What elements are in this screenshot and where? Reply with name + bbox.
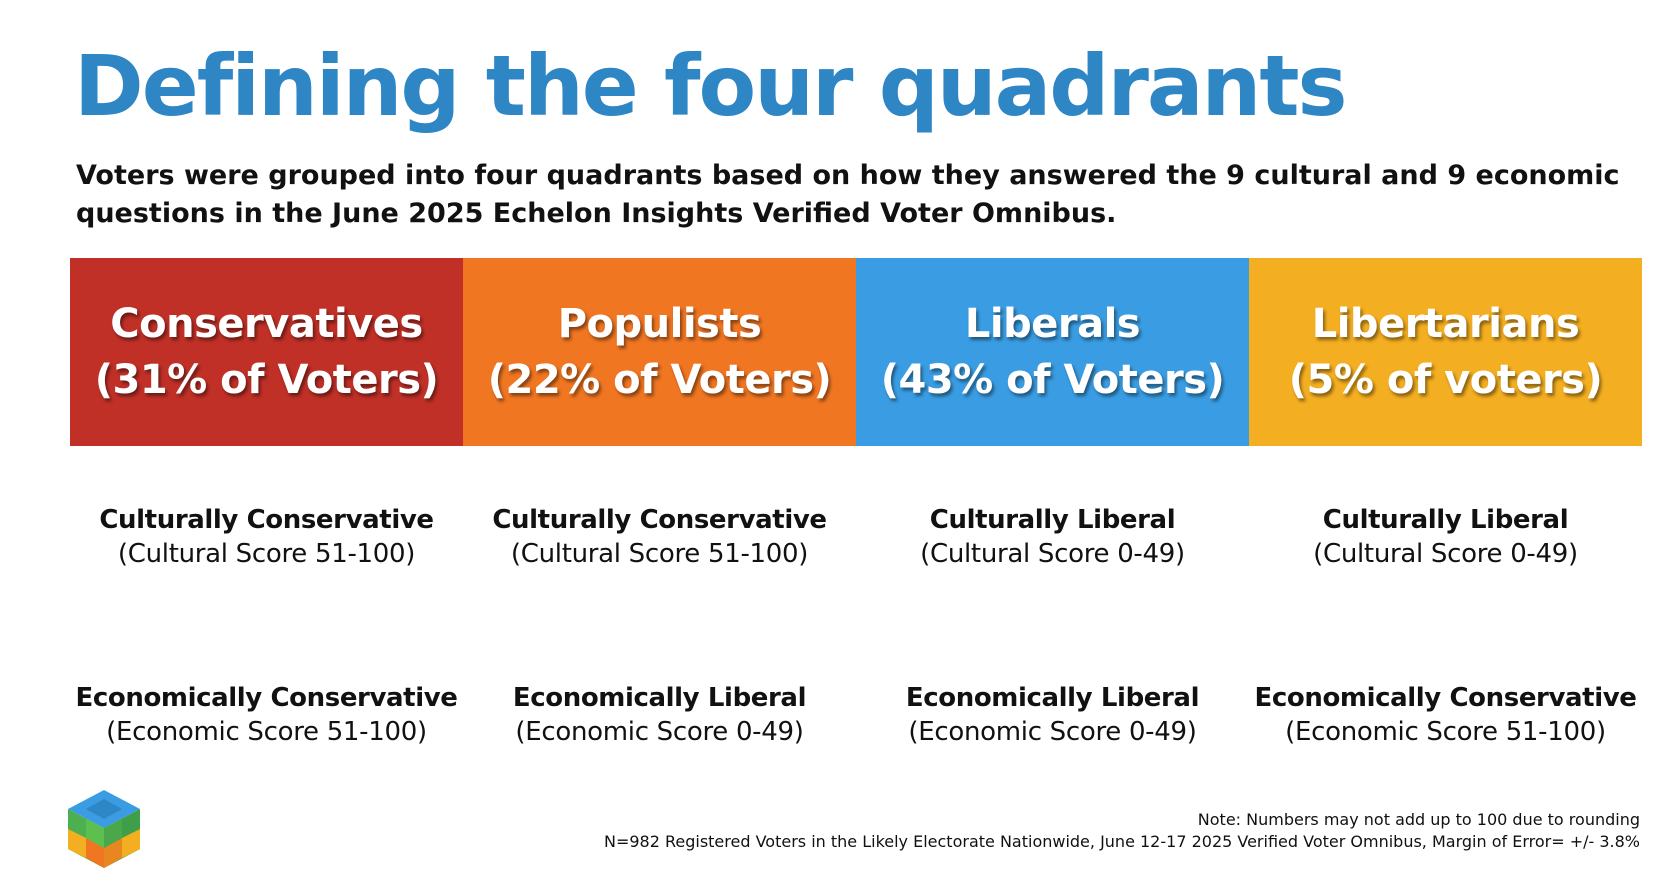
economic-definition-libertarians: Economically Conservative (Economic Scor… [1249,681,1642,749]
page-subtitle: Voters were grouped into four quadrants … [76,160,1620,229]
quadrant-share: (22% of Voters) [487,357,832,403]
economic-definition-conservatives: Economically Conservative (Economic Scor… [70,681,463,749]
quadrant-header-row: Conservatives (31% of Voters) Populists … [70,258,1642,446]
cultural-range: (Cultural Score 0-49) [920,539,1185,569]
cultural-definition-liberals: Culturally Liberal (Cultural Score 0-49) [856,503,1249,571]
economic-label: Economically Liberal [905,683,1200,713]
quadrant-populists: Populists (22% of Voters) [463,258,856,446]
quadrant-share: (43% of Voters) [880,357,1225,403]
economic-range: (Economic Score 0-49) [908,717,1197,747]
footnotes: Note: Numbers may not add up to 100 due … [604,809,1640,853]
methodology-note: N=982 Registered Voters in the Likely El… [603,832,1640,851]
quadrant-name: Populists [557,301,762,347]
page-title: Defining the four quadrants [74,37,1348,135]
cultural-definition-libertarians: Culturally Liberal (Cultural Score 0-49) [1249,503,1642,571]
cultural-definitions-row: Culturally Conservative (Cultural Score … [70,503,1642,571]
economic-label: Economically Conservative [1254,683,1637,713]
quadrant-share: (31% of Voters) [94,357,439,403]
economic-definition-liberals: Economically Liberal (Economic Score 0-4… [856,681,1249,749]
economic-range: (Economic Score 51-100) [1285,717,1606,747]
quadrant-conservatives: Conservatives (31% of Voters) [70,258,463,446]
rounding-note: Note: Numbers may not add up to 100 due … [1197,810,1640,829]
quadrant-liberals: Liberals (43% of Voters) [856,258,1249,446]
quadrant-libertarians: Libertarians (5% of voters) [1249,258,1642,446]
cultural-label: Culturally Conservative [99,505,434,535]
economic-label: Economically Liberal [512,683,807,713]
quadrant-name: Libertarians [1311,301,1580,347]
cultural-label: Culturally Liberal [929,505,1176,535]
cultural-range: (Cultural Score 0-49) [1313,539,1578,569]
economic-definitions-row: Economically Conservative (Economic Scor… [70,681,1642,749]
quadrant-name: Liberals [964,301,1141,347]
cultural-range: (Cultural Score 51-100) [117,539,416,569]
quadrant-name: Conservatives [110,301,423,347]
cultural-label: Culturally Conservative [492,505,827,535]
cultural-label: Culturally Liberal [1322,505,1569,535]
cultural-definition-populists: Culturally Conservative (Cultural Score … [463,503,856,571]
cultural-definition-conservatives: Culturally Conservative (Cultural Score … [70,503,463,571]
quadrant-share: (5% of voters) [1288,357,1603,403]
cultural-range: (Cultural Score 51-100) [510,539,809,569]
economic-range: (Economic Score 0-49) [515,717,804,747]
economic-range: (Economic Score 51-100) [106,717,427,747]
echelon-cube-logo-icon [66,788,142,870]
economic-definition-populists: Economically Liberal (Economic Score 0-4… [463,681,856,749]
economic-label: Economically Conservative [75,683,458,713]
